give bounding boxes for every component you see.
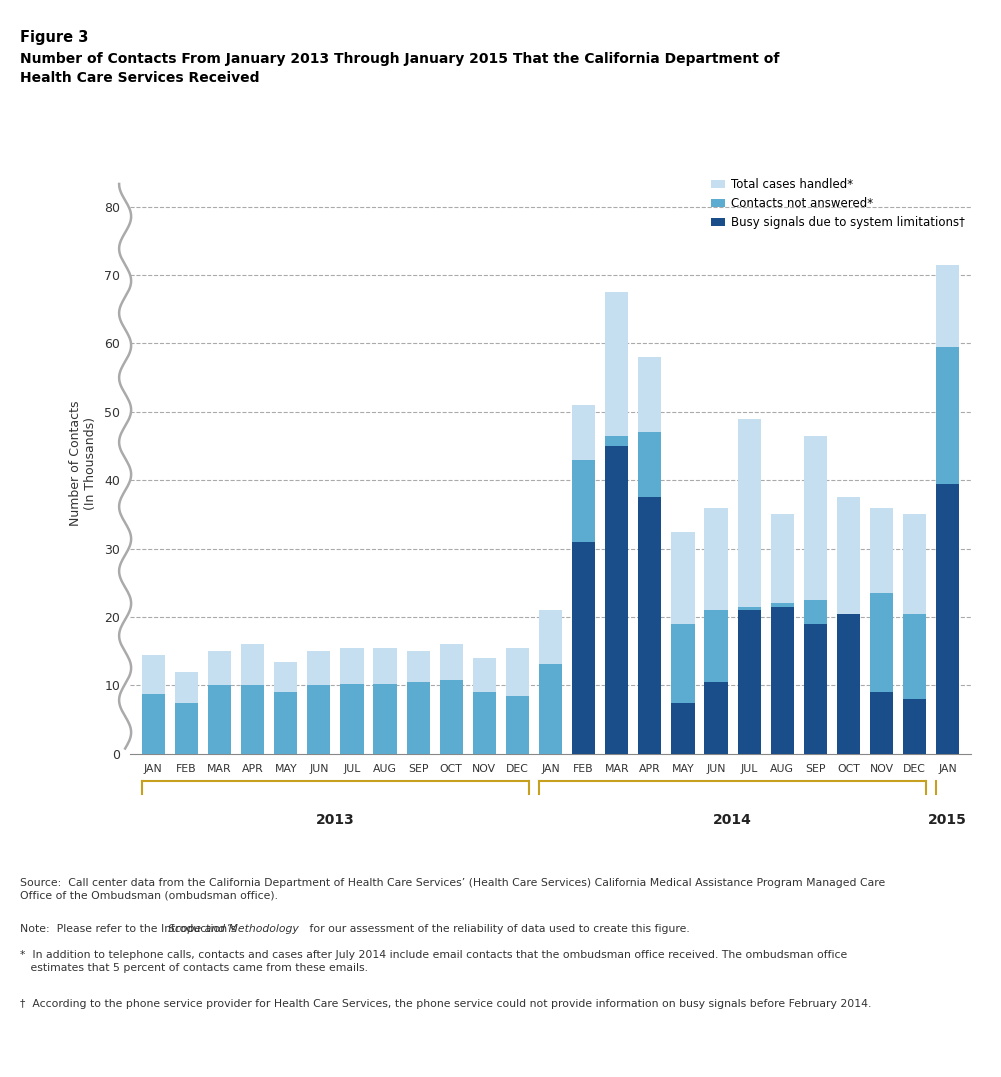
Text: †  According to the phone service provider for Health Care Services, the phone s: † According to the phone service provide… (20, 999, 872, 1009)
Bar (373, 684, 396, 754)
Bar (274, 693, 297, 754)
Bar (142, 655, 165, 694)
Bar (738, 419, 761, 606)
Bar (903, 614, 926, 699)
Bar (903, 515, 926, 614)
Text: 2013: 2013 (316, 813, 354, 827)
Bar (738, 611, 761, 754)
Text: Source:  Call center data from the California Department of Health Care Services: Source: Call center data from the Califo… (20, 878, 885, 901)
Bar (572, 405, 596, 460)
Bar (672, 702, 695, 754)
Bar (142, 694, 165, 754)
Bar (406, 682, 429, 754)
Bar (870, 507, 893, 593)
Bar (539, 611, 563, 663)
Bar (639, 358, 662, 432)
Bar (606, 436, 629, 446)
Bar (771, 606, 794, 754)
Bar (539, 663, 563, 754)
Text: *  In addition to telephone calls, contacts and cases after July 2014 include em: * In addition to telephone calls, contac… (20, 950, 847, 974)
Bar (804, 436, 827, 600)
Text: 2015: 2015 (928, 813, 967, 827)
Legend: Total cases handled*, Contacts not answered*, Busy signals due to system limitat: Total cases handled*, Contacts not answe… (711, 178, 965, 229)
Bar (208, 652, 231, 685)
Bar (936, 484, 959, 754)
Bar (307, 652, 330, 685)
Bar (870, 593, 893, 693)
Bar (936, 265, 959, 347)
Text: Scope and Methodology: Scope and Methodology (168, 924, 299, 934)
Bar (241, 685, 264, 754)
Bar (307, 685, 330, 754)
Bar (837, 498, 860, 614)
Text: Number of Contacts From January 2013 Through January 2015 That the California De: Number of Contacts From January 2013 Thr… (20, 52, 780, 85)
Bar (506, 648, 530, 696)
Bar (241, 644, 264, 685)
Bar (804, 624, 827, 754)
Bar (771, 515, 794, 603)
Bar (472, 693, 495, 754)
Bar (572, 460, 596, 542)
Bar (705, 507, 728, 611)
Bar (439, 644, 462, 680)
Bar (439, 680, 462, 754)
Bar (639, 432, 662, 498)
Bar (175, 672, 198, 702)
Y-axis label: Number of Contacts
(In Thousands): Number of Contacts (In Thousands) (69, 401, 97, 526)
Bar (936, 347, 959, 484)
Text: Figure 3: Figure 3 (20, 30, 88, 45)
Bar (870, 693, 893, 754)
Text: for our assessment of the reliability of data used to create this figure.: for our assessment of the reliability of… (306, 924, 690, 934)
Bar (472, 658, 495, 693)
Bar (804, 600, 827, 624)
Bar (373, 648, 396, 684)
Text: 2014: 2014 (713, 813, 752, 827)
Bar (837, 614, 860, 754)
Bar (208, 685, 231, 754)
Bar (771, 603, 794, 606)
Bar (506, 696, 530, 754)
Bar (606, 446, 629, 754)
Bar (672, 624, 695, 702)
Bar (672, 532, 695, 624)
Bar (340, 684, 363, 754)
Bar (738, 606, 761, 611)
Bar (903, 699, 926, 754)
Text: Note:  Please refer to the Introduction’s: Note: Please refer to the Introduction’s (20, 924, 240, 934)
Bar (340, 648, 363, 684)
Bar (639, 498, 662, 754)
Bar (705, 682, 728, 754)
Bar (705, 611, 728, 682)
Bar (175, 702, 198, 754)
Bar (606, 292, 629, 436)
Bar (274, 661, 297, 693)
Bar (572, 542, 596, 754)
Bar (406, 652, 429, 682)
